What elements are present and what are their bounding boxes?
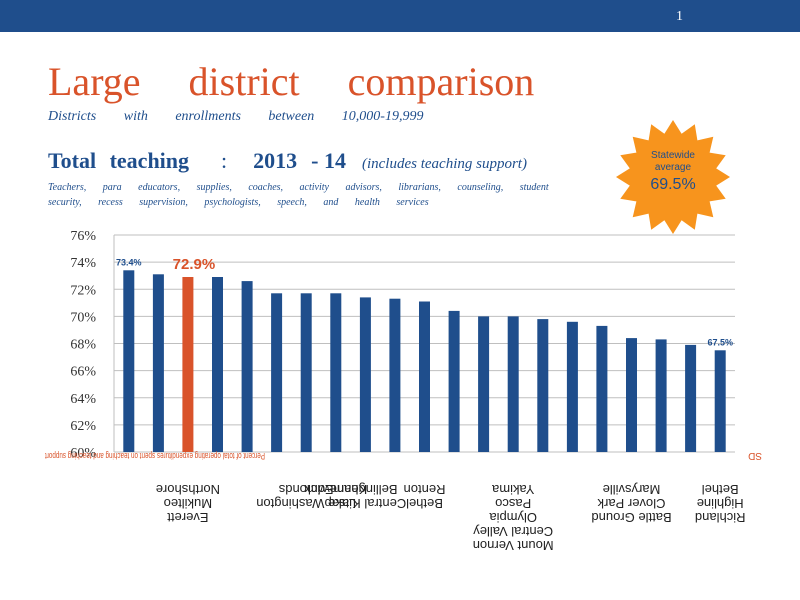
bar	[655, 339, 667, 452]
y-tick-label: 72%	[70, 283, 96, 298]
bar	[566, 321, 578, 452]
footnote-right: SD	[748, 450, 762, 461]
bar	[537, 319, 549, 452]
category-label: Olympia	[489, 510, 537, 525]
category-label: Bethel	[406, 496, 443, 511]
page-subtitle: Districts with enrollments between 10,00…	[48, 109, 424, 124]
y-tick-label: 60%	[70, 446, 96, 461]
footnote-left: Percent of total operating expenditures …	[45, 451, 265, 461]
y-tick-label: 62%	[70, 419, 96, 434]
bar	[448, 310, 460, 452]
bar	[478, 316, 490, 452]
category-label: Mount Vernon	[473, 538, 554, 553]
bar-chart: 60% 62% 64% 66% 68% 70% 72% 74% 76% 73.4% 72.9% 67.…	[0, 215, 800, 600]
starburst-icon	[616, 120, 730, 234]
category-label: Battle Ground	[591, 510, 671, 525]
y-tick-label: 70%	[70, 310, 96, 325]
bar	[626, 338, 637, 452]
category-label: Kennewick	[304, 482, 367, 497]
bar	[359, 297, 371, 452]
heading-label: Total teaching	[48, 148, 190, 173]
category-label: Northshore	[156, 482, 220, 497]
badge-line2: average	[654, 162, 692, 173]
category-label: Central Kitsap	[325, 496, 407, 511]
heading-year-start: 2013	[253, 148, 298, 173]
category-label: Everett	[167, 510, 209, 525]
bar	[241, 281, 253, 452]
y-tick-label: 76%	[70, 229, 96, 244]
bar	[212, 277, 223, 452]
badge-value: 69.5%	[650, 176, 696, 193]
bar	[507, 316, 519, 452]
category-label: Highline	[697, 496, 744, 511]
y-tick-label: 74%	[70, 256, 96, 271]
bar	[300, 293, 312, 452]
y-tick-label: 64%	[70, 392, 96, 407]
y-tick-label: 68%	[70, 338, 96, 353]
category-label: Central Valley	[473, 524, 553, 539]
header-bar: 1	[0, 0, 800, 32]
category-label-group: Kennewick	[304, 482, 367, 497]
bar	[330, 293, 342, 452]
starburst-shape	[616, 120, 730, 234]
category-label: Bethel	[702, 482, 739, 497]
bar	[182, 277, 194, 452]
bar	[596, 325, 608, 452]
category-label: Mukilteo	[164, 496, 212, 511]
data-label: 67.5%	[707, 337, 733, 347]
page-number: 1	[676, 9, 683, 24]
bar	[419, 301, 430, 452]
category-label: Lake Washington	[256, 496, 356, 511]
bar	[389, 298, 401, 452]
bar	[271, 293, 283, 452]
category-label: Bellingham	[333, 482, 397, 497]
bar-chart-svg: 60% 62% 64% 66% 68% 70% 72% 74% 76% 73.4% 72.9% 67.…	[45, 229, 762, 553]
heading-colon: :	[221, 148, 228, 173]
heading-year-end: - 14	[311, 148, 346, 173]
description: Teachers, para educators, supplies, coac…	[48, 182, 549, 208]
data-label: 73.4%	[116, 257, 142, 267]
category-label: Clover Park	[597, 496, 665, 511]
y-tick-label: 66%	[70, 365, 96, 380]
category-label: Renton	[404, 482, 446, 497]
bar	[685, 344, 697, 452]
bar	[714, 350, 726, 452]
statewide-average-badge: Statewide average 69.5%	[614, 118, 732, 236]
heading-note: (includes teaching support)	[361, 156, 527, 172]
badge-line1: Statewide	[651, 150, 695, 161]
page-title: Large district comparison	[48, 59, 535, 104]
bar	[152, 274, 164, 452]
category-label: Yakima	[491, 482, 534, 497]
bar	[123, 270, 135, 452]
category-label: Richland	[695, 510, 746, 525]
category-label: Marysville	[603, 482, 661, 497]
category-label: Edmonds	[278, 482, 333, 497]
data-label: 72.9%	[173, 256, 216, 273]
section-heading: Total teaching:2013 - 14 (includes teachin…	[48, 148, 527, 174]
badge-text: Statewide average 69.5%	[614, 150, 732, 194]
category-label: Pasco	[495, 496, 531, 511]
